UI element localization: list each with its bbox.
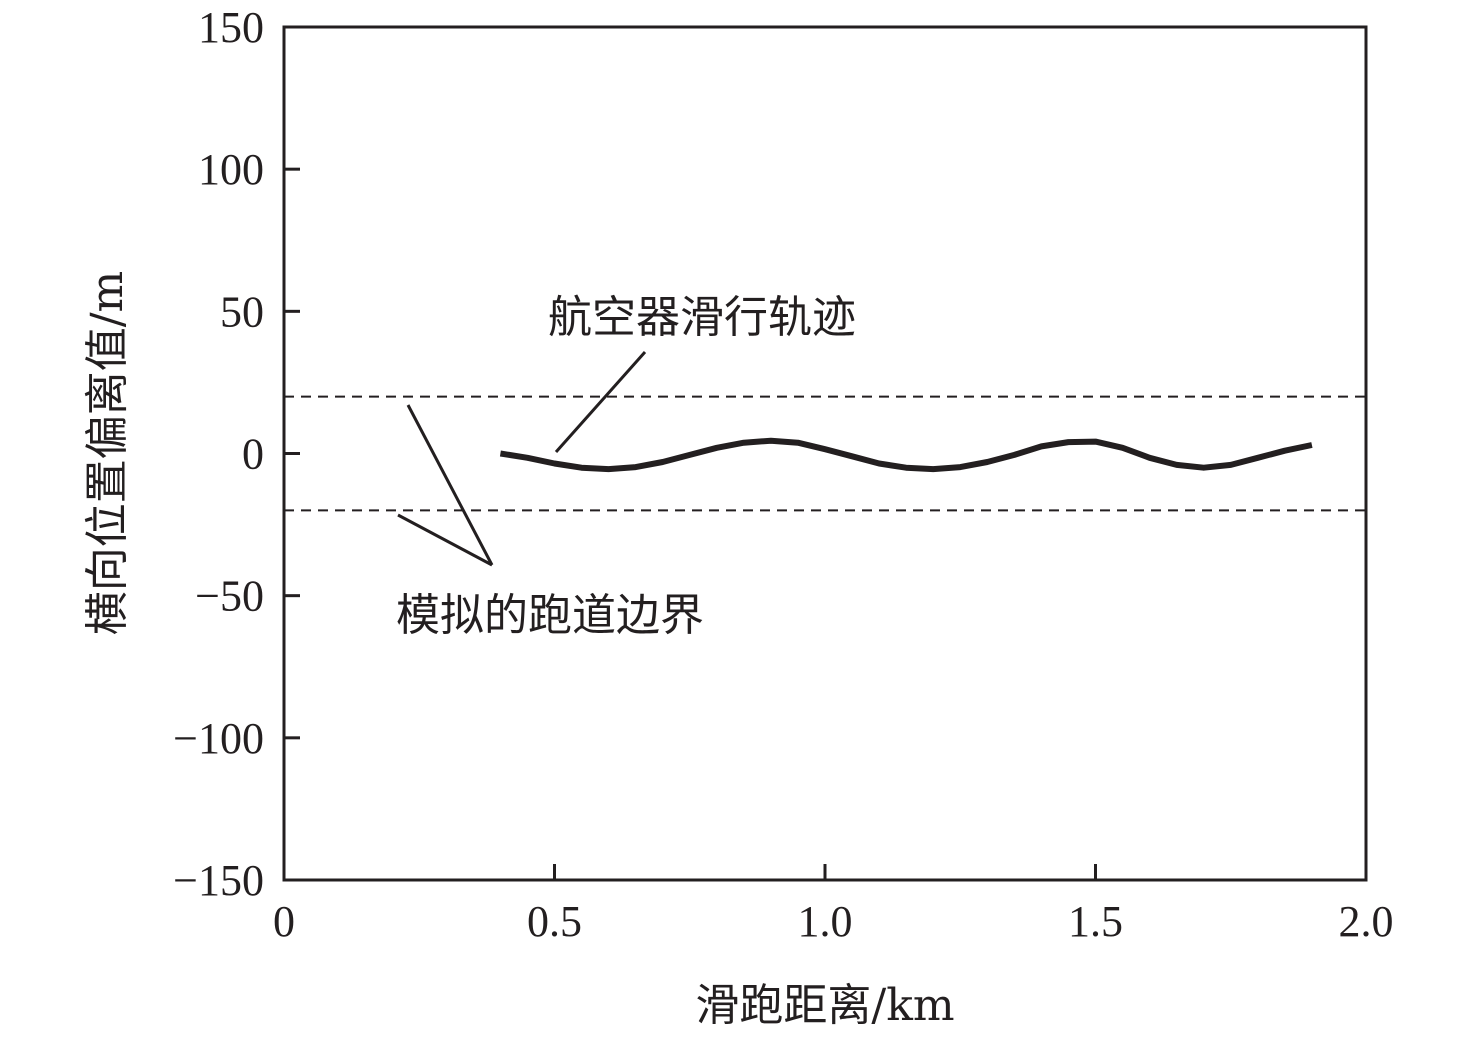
y-tick-label: −150 xyxy=(173,856,264,905)
x-axis-title: 滑跑距离/km xyxy=(695,980,954,1031)
y-tick-label: −100 xyxy=(173,714,264,763)
axis-ticks xyxy=(282,25,1368,882)
y-tick-label: 150 xyxy=(198,3,264,52)
y-tick-label: 100 xyxy=(198,145,264,194)
y-tick-label: 0 xyxy=(242,430,264,479)
x-tick-label: 2.0 xyxy=(1339,897,1394,946)
x-tick-label: 0.5 xyxy=(527,897,582,946)
x-tick-label: 1.0 xyxy=(798,897,853,946)
trajectory-annotation: 航空器滑行轨迹 xyxy=(548,292,856,343)
plot-frame xyxy=(282,25,1368,882)
y-tick-label: 50 xyxy=(220,287,264,336)
boundary-leader-line-upper xyxy=(406,404,494,566)
boundary-annotation: 模拟的跑道边界 xyxy=(396,590,704,641)
y-axis-title: 横向位置偏离值/m xyxy=(82,271,133,636)
x-tick-label: 0 xyxy=(273,897,295,946)
x-tick-label: 1.5 xyxy=(1068,897,1123,946)
trajectory-series-line xyxy=(499,437,1313,473)
trajectory-leader-line xyxy=(554,351,647,453)
y-tick-label: −50 xyxy=(195,572,264,621)
boundary-leader-line-lower xyxy=(397,513,493,567)
plot-lines xyxy=(284,395,1366,512)
